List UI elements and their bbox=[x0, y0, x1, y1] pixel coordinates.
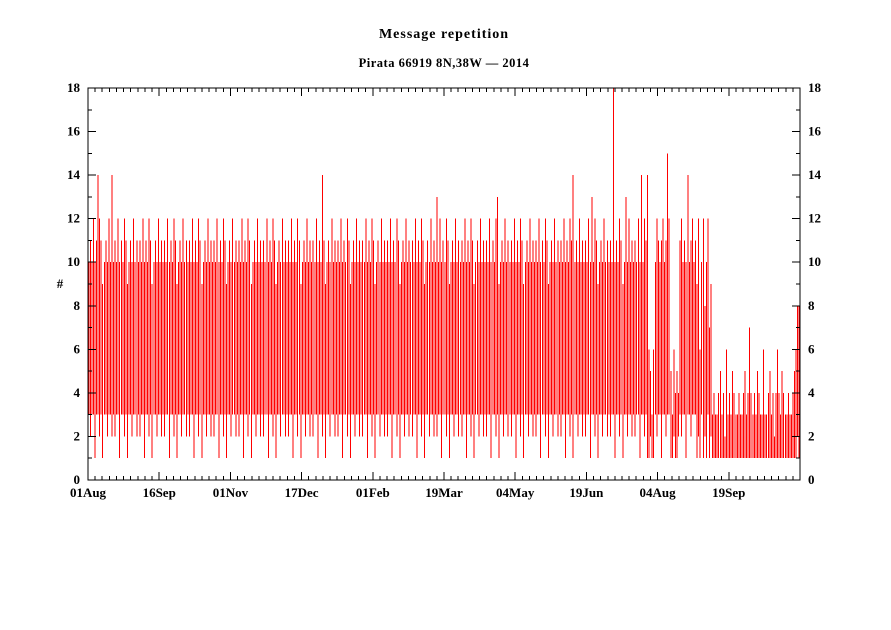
tick-label: 4 bbox=[808, 385, 815, 400]
x-axis: 01Aug 16Sep 01Nov 17Dec 01Feb 19Mar 04May 19Jun… bbox=[70, 88, 794, 500]
data-spikes bbox=[97, 88, 800, 459]
tick-label: # bbox=[57, 276, 64, 291]
tick-label: 19Mar bbox=[425, 485, 463, 500]
tick-label: 4 bbox=[74, 385, 81, 400]
tick-label: 18 bbox=[67, 80, 81, 95]
tick-label: 16 bbox=[808, 124, 822, 139]
tick-label: 01Feb bbox=[356, 485, 390, 500]
chart-title: Message repetition bbox=[378, 27, 510, 42]
tick-label: 2 bbox=[808, 428, 815, 443]
tick-label: 04May bbox=[496, 485, 535, 500]
chart-subtitle: Pirata 66919 8N,38W — 2014 bbox=[358, 56, 530, 70]
y-axis: 0 0 2 2 4 4 6 6 8 8 10 10 12 12 14 14 16 16 18 18 bbox=[67, 80, 822, 487]
tick-label: 10 bbox=[67, 254, 80, 269]
tick-label: 04Aug bbox=[640, 485, 677, 500]
tick-label: 12 bbox=[808, 211, 821, 226]
tick-label: 17Dec bbox=[285, 485, 319, 500]
tick-label: 0 bbox=[808, 472, 815, 487]
tick-label: 16 bbox=[67, 124, 81, 139]
tick-label: 16Sep bbox=[143, 485, 176, 500]
tick-label: 2 bbox=[74, 428, 81, 443]
tick-label: 19Jun bbox=[569, 485, 604, 500]
tick-label: 12 bbox=[67, 211, 80, 226]
tick-label: 14 bbox=[67, 167, 81, 182]
tick-label: 19Sep bbox=[712, 485, 745, 500]
data-series bbox=[88, 218, 800, 459]
y-axis-title: # bbox=[57, 276, 64, 291]
tick-label: 18 bbox=[808, 80, 822, 95]
tick-label: 8 bbox=[808, 298, 815, 313]
tick-label: 6 bbox=[808, 341, 815, 356]
tick-label: 14 bbox=[808, 167, 822, 182]
tick-label: 10 bbox=[808, 254, 821, 269]
tick-label: 8 bbox=[74, 298, 81, 313]
tick-label: 01Aug bbox=[70, 485, 107, 500]
tick-label: 01Nov bbox=[213, 485, 249, 500]
tick-label: 0 bbox=[74, 472, 81, 487]
tick-label: 6 bbox=[74, 341, 81, 356]
